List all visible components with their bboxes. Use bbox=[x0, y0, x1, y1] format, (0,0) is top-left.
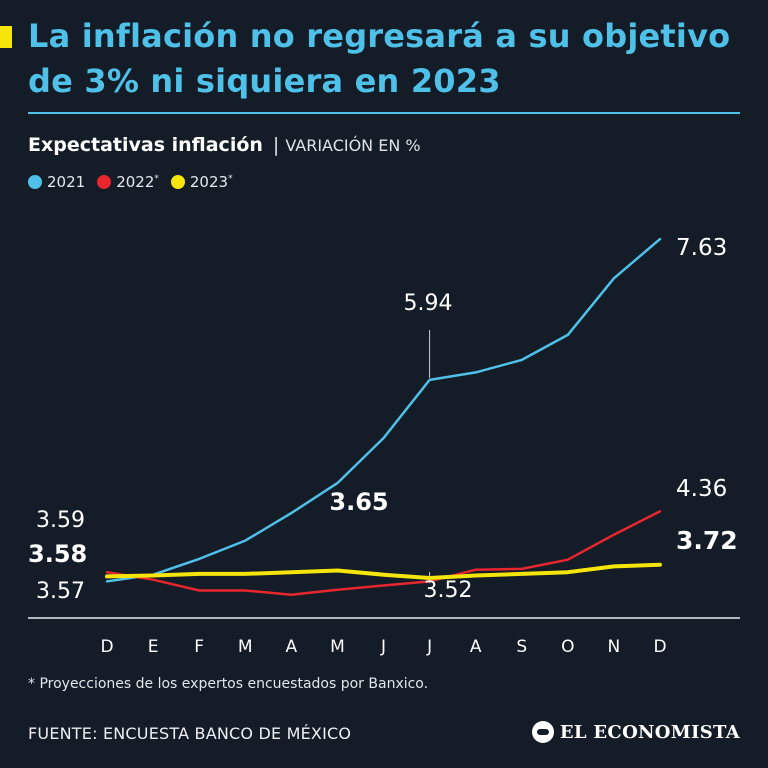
subtitle-unit: VARIACIÓN EN % bbox=[285, 136, 421, 155]
data-label: 3.58 bbox=[28, 540, 87, 568]
x-tick-label: D bbox=[653, 637, 666, 657]
data-label: 4.36 bbox=[676, 476, 727, 502]
legend-mark-2022: * bbox=[154, 174, 159, 184]
legend-item-2023: 2023* bbox=[170, 173, 233, 191]
x-tick-label: F bbox=[194, 637, 204, 657]
x-tick-label: M bbox=[330, 637, 345, 657]
legend-dot-icon bbox=[28, 175, 42, 189]
series-line-2022 bbox=[105, 510, 662, 596]
legend-mark-2023: * bbox=[228, 174, 233, 184]
chart-subtitle: Expectativas inflación | VARIACIÓN EN % bbox=[28, 134, 421, 156]
series-line-2023 bbox=[105, 562, 662, 580]
legend-label-2023: 2023 bbox=[189, 173, 229, 191]
data-label: 7.63 bbox=[676, 235, 727, 261]
page-title: La inflación no regresará a su objetivo … bbox=[28, 17, 731, 100]
source-note: FUENTE: ENCUESTA BANCO DE MÉXICO bbox=[28, 724, 352, 743]
chart-legend: 2021 2022* 2023* bbox=[28, 173, 245, 191]
logo-icon bbox=[531, 721, 554, 743]
logo-text: EL ECONOMISTA bbox=[559, 721, 740, 743]
title-divider bbox=[28, 112, 740, 114]
legend-dot-icon bbox=[97, 175, 112, 189]
subtitle-strong: Expectativas inflación bbox=[28, 134, 263, 156]
x-tick-label: M bbox=[238, 637, 253, 657]
x-tick-label: J bbox=[426, 637, 432, 657]
subtitle-separator: | bbox=[272, 134, 280, 156]
footnote: * Proyecciones de los expertos encuestad… bbox=[28, 676, 429, 692]
legend-label-2021: 2021 bbox=[47, 173, 86, 191]
legend-label-2022: 2022 bbox=[116, 173, 155, 191]
title-accent-bar bbox=[0, 26, 12, 48]
x-tick-label: A bbox=[470, 637, 482, 657]
publisher-logo: EL ECONOMISTA bbox=[531, 721, 740, 743]
x-tick-label: O bbox=[561, 637, 574, 657]
data-label: 3.57 bbox=[36, 579, 85, 604]
data-label: 3.59 bbox=[36, 508, 85, 533]
data-label: 3.52 bbox=[424, 578, 473, 603]
legend-item-2021: 2021 bbox=[28, 173, 85, 191]
x-tick-label: E bbox=[148, 637, 159, 657]
data-label: 3.72 bbox=[676, 526, 738, 555]
x-tick-label: N bbox=[608, 637, 621, 657]
x-tick-label: J bbox=[380, 637, 386, 657]
data-label: 3.65 bbox=[329, 488, 388, 516]
x-tick-label: S bbox=[516, 637, 527, 657]
x-tick-label: A bbox=[286, 637, 298, 657]
series-line-2021 bbox=[105, 237, 662, 583]
data-label: 5.94 bbox=[404, 291, 453, 316]
legend-item-2022: 2022* bbox=[97, 173, 159, 191]
x-tick-label: D bbox=[100, 637, 113, 657]
legend-dot-icon bbox=[170, 175, 185, 189]
